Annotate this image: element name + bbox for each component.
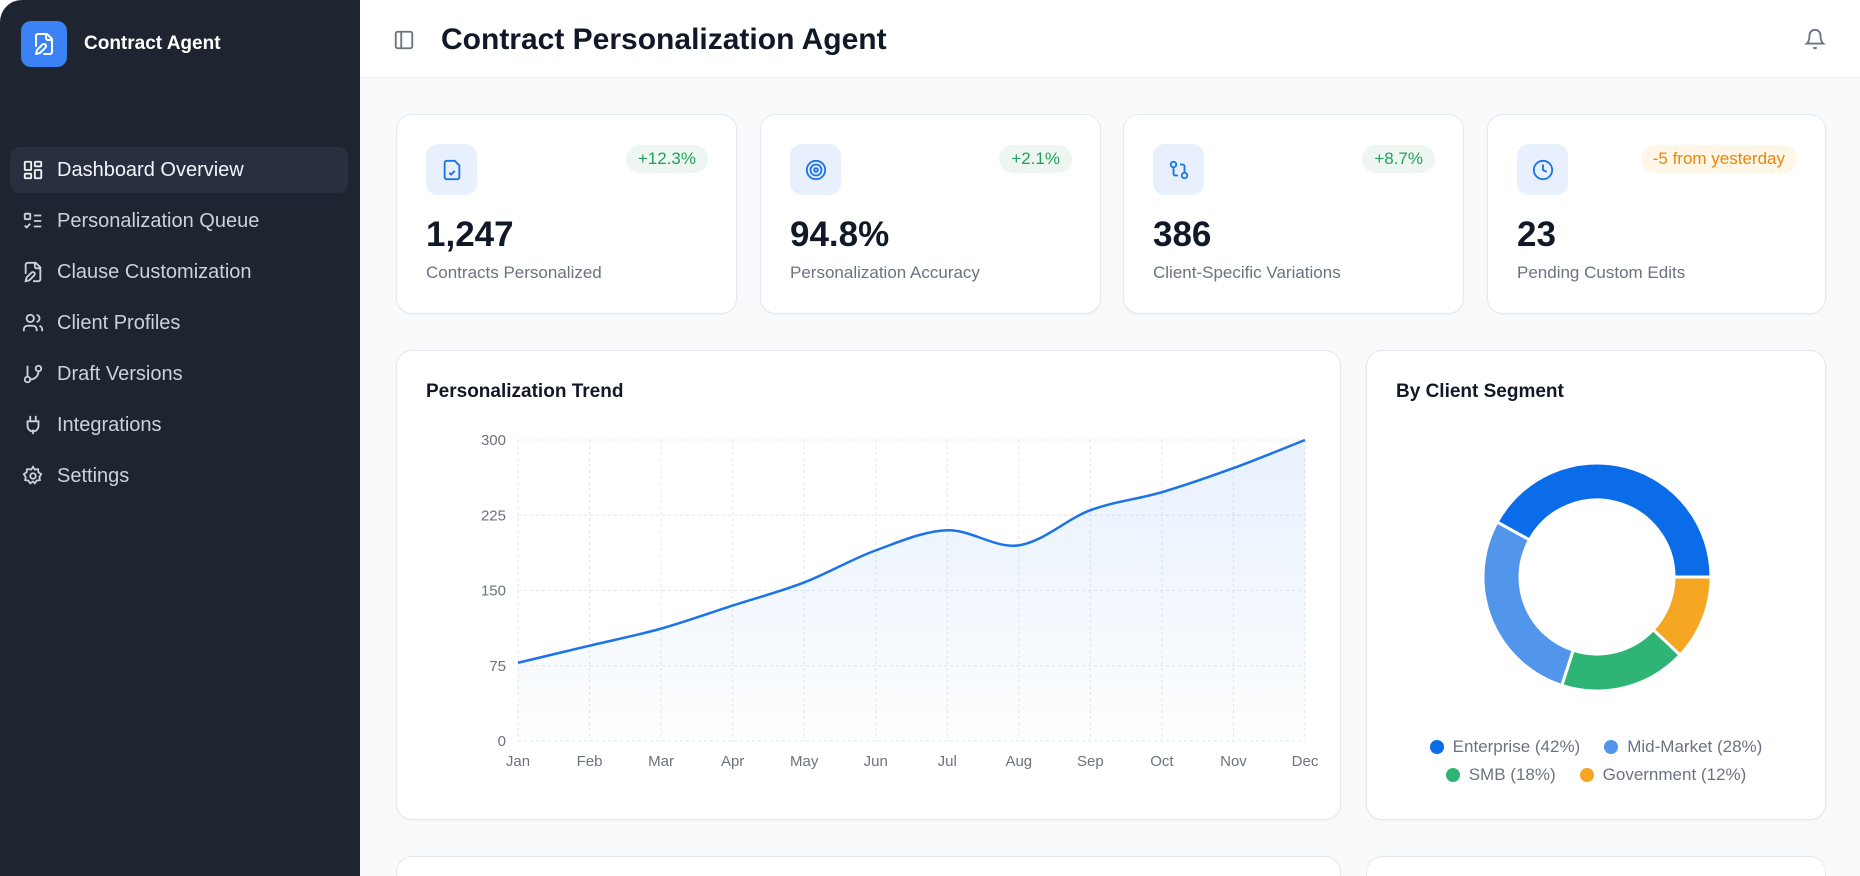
sidebar-item-settings[interactable]: Settings — [10, 453, 348, 499]
users-icon — [22, 313, 44, 332]
stat-card-accuracy: +2.1% 94.8% Personalization Accuracy — [760, 114, 1101, 314]
logo — [21, 21, 67, 67]
donut-slice — [1481, 520, 1576, 688]
settings-icon — [22, 465, 43, 485]
sidebar-item-client-profiles[interactable]: Client Profiles — [10, 300, 348, 346]
sidebar-item-label: Personalization Queue — [57, 209, 260, 232]
stat-card-pending: -5 from yesterday 23 Pending Custom Edit… — [1487, 114, 1826, 314]
sidebar-item-label: Clause Customization — [57, 260, 252, 283]
y-tick-label: 0 — [498, 733, 506, 750]
y-tick-label: 225 — [481, 507, 506, 524]
git-branch-icon — [23, 364, 43, 384]
sidebar-item-clause-customization[interactable]: Clause Customization — [10, 249, 348, 295]
page-title: Contract Personalization Agent — [441, 23, 887, 56]
sidebar-item-personalization-queue[interactable]: Personalization Queue — [10, 198, 348, 244]
stat-value: 386 — [1153, 215, 1212, 254]
sidebar: Contract Agent Dashboard Overview Person… — [0, 0, 360, 876]
stat-value: 94.8% — [790, 215, 890, 254]
segment-chart-card: By Client Segment Enterprise (42%) Mid-Ma… — [1366, 350, 1826, 820]
stat-card-contracts: +12.3% 1,247 Contracts Personalized — [396, 114, 737, 314]
stat-label: Contracts Personalized — [426, 263, 602, 282]
target-icon — [805, 159, 826, 180]
x-tick-label: Mar — [648, 753, 674, 770]
x-tick-label: Aug — [1005, 753, 1032, 770]
file-check-icon — [443, 159, 460, 180]
sidebar-toggle-icon[interactable] — [393, 29, 415, 51]
change-badge: +8.7% — [1362, 145, 1435, 173]
x-tick-label: May — [790, 753, 819, 770]
donut-slice — [1495, 461, 1713, 579]
area-fill — [518, 440, 1305, 741]
stat-value: 23 — [1517, 215, 1556, 254]
sidebar-item-label: Client Profiles — [57, 311, 181, 334]
change-badge: +2.1% — [999, 145, 1072, 173]
sidebar-item-dashboard-overview[interactable]: Dashboard Overview — [10, 147, 348, 193]
y-tick-label: 75 — [489, 658, 506, 675]
legend: Enterprise (42%) Mid-Market (28%) — [1367, 737, 1825, 759]
layout-dashboard-icon — [23, 160, 43, 180]
file-pen-icon — [24, 261, 42, 283]
sidebar-item-draft-versions[interactable]: Draft Versions — [10, 351, 348, 397]
stat-card-variations: +8.7% 386 Client-Specific Variations — [1123, 114, 1464, 314]
sidebar-nav: Dashboard Overview Personalization Queue… — [10, 147, 348, 504]
bottom-card-right — [1366, 856, 1826, 876]
bell-icon[interactable] — [1804, 28, 1826, 50]
change-badge: -5 from yesterday — [1640, 145, 1797, 173]
sidebar-item-label: Draft Versions — [57, 362, 183, 385]
x-tick-label: Feb — [577, 753, 603, 770]
trend-line — [517, 438, 1306, 664]
x-tick-label: Apr — [721, 753, 744, 770]
sidebar-item-label: Dashboard Overview — [57, 158, 244, 181]
bottom-card-left — [396, 856, 1341, 876]
x-tick-label: Jan — [506, 753, 530, 770]
sidebar-item-integrations[interactable]: Integrations — [10, 402, 348, 448]
header: Contract Personalization Agent — [360, 0, 1860, 78]
chart-title: Personalization Trend — [426, 381, 624, 402]
file-pen-icon — [35, 33, 53, 55]
legend-item: Mid-Market (28%) — [1604, 737, 1762, 757]
stat-label: Client-Specific Variations — [1153, 263, 1341, 282]
stat-label: Personalization Accuracy — [790, 263, 980, 282]
x-tick-label: Nov — [1220, 753, 1247, 770]
plug-icon — [26, 415, 40, 435]
stat-label: Pending Custom Edits — [1517, 263, 1686, 282]
stat-value: 1,247 — [426, 215, 514, 254]
list-checks-icon — [23, 212, 42, 229]
y-tick-label: 300 — [481, 432, 506, 449]
legend-item: Enterprise (42%) — [1429, 737, 1580, 757]
x-tick-label: Sep — [1077, 753, 1104, 770]
chart-title: By Client Segment — [1396, 381, 1564, 402]
x-tick-label: Dec — [1292, 753, 1319, 770]
change-badge: +12.3% — [625, 145, 708, 173]
y-tick-label: 150 — [481, 583, 506, 600]
x-tick-label: Jun — [864, 753, 888, 770]
git-compare-icon — [1169, 160, 1188, 179]
donut-slice — [1559, 627, 1683, 693]
x-tick-label: Jul — [938, 753, 957, 770]
clock-icon — [1532, 159, 1553, 180]
brand-name: Contract Agent — [84, 33, 221, 54]
x-tick-label: Oct — [1150, 753, 1174, 770]
sidebar-item-label: Settings — [57, 464, 130, 487]
sidebar-item-label: Integrations — [57, 413, 162, 436]
legend-item: SMB (18%) — [1445, 765, 1556, 785]
legend-item: Government (12%) — [1579, 765, 1746, 785]
legend: SMB (18%) Government (12%) — [1367, 765, 1825, 787]
